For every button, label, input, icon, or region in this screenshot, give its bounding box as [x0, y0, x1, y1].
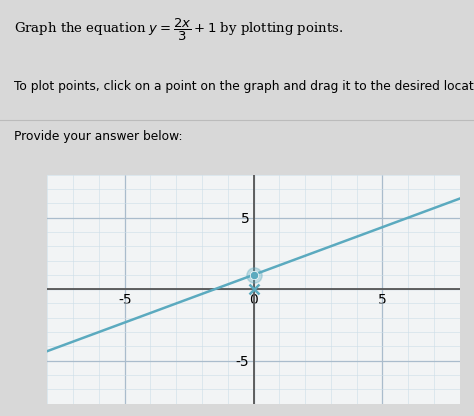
Text: Provide your answer below:: Provide your answer below:: [14, 130, 182, 143]
Text: Graph the equation $y = \dfrac{2x}{3} + 1$ by plotting points.: Graph the equation $y = \dfrac{2x}{3} + …: [14, 17, 344, 43]
Text: To plot points, click on a point on the graph and drag it to the desired locatio: To plot points, click on a point on the …: [14, 80, 474, 93]
